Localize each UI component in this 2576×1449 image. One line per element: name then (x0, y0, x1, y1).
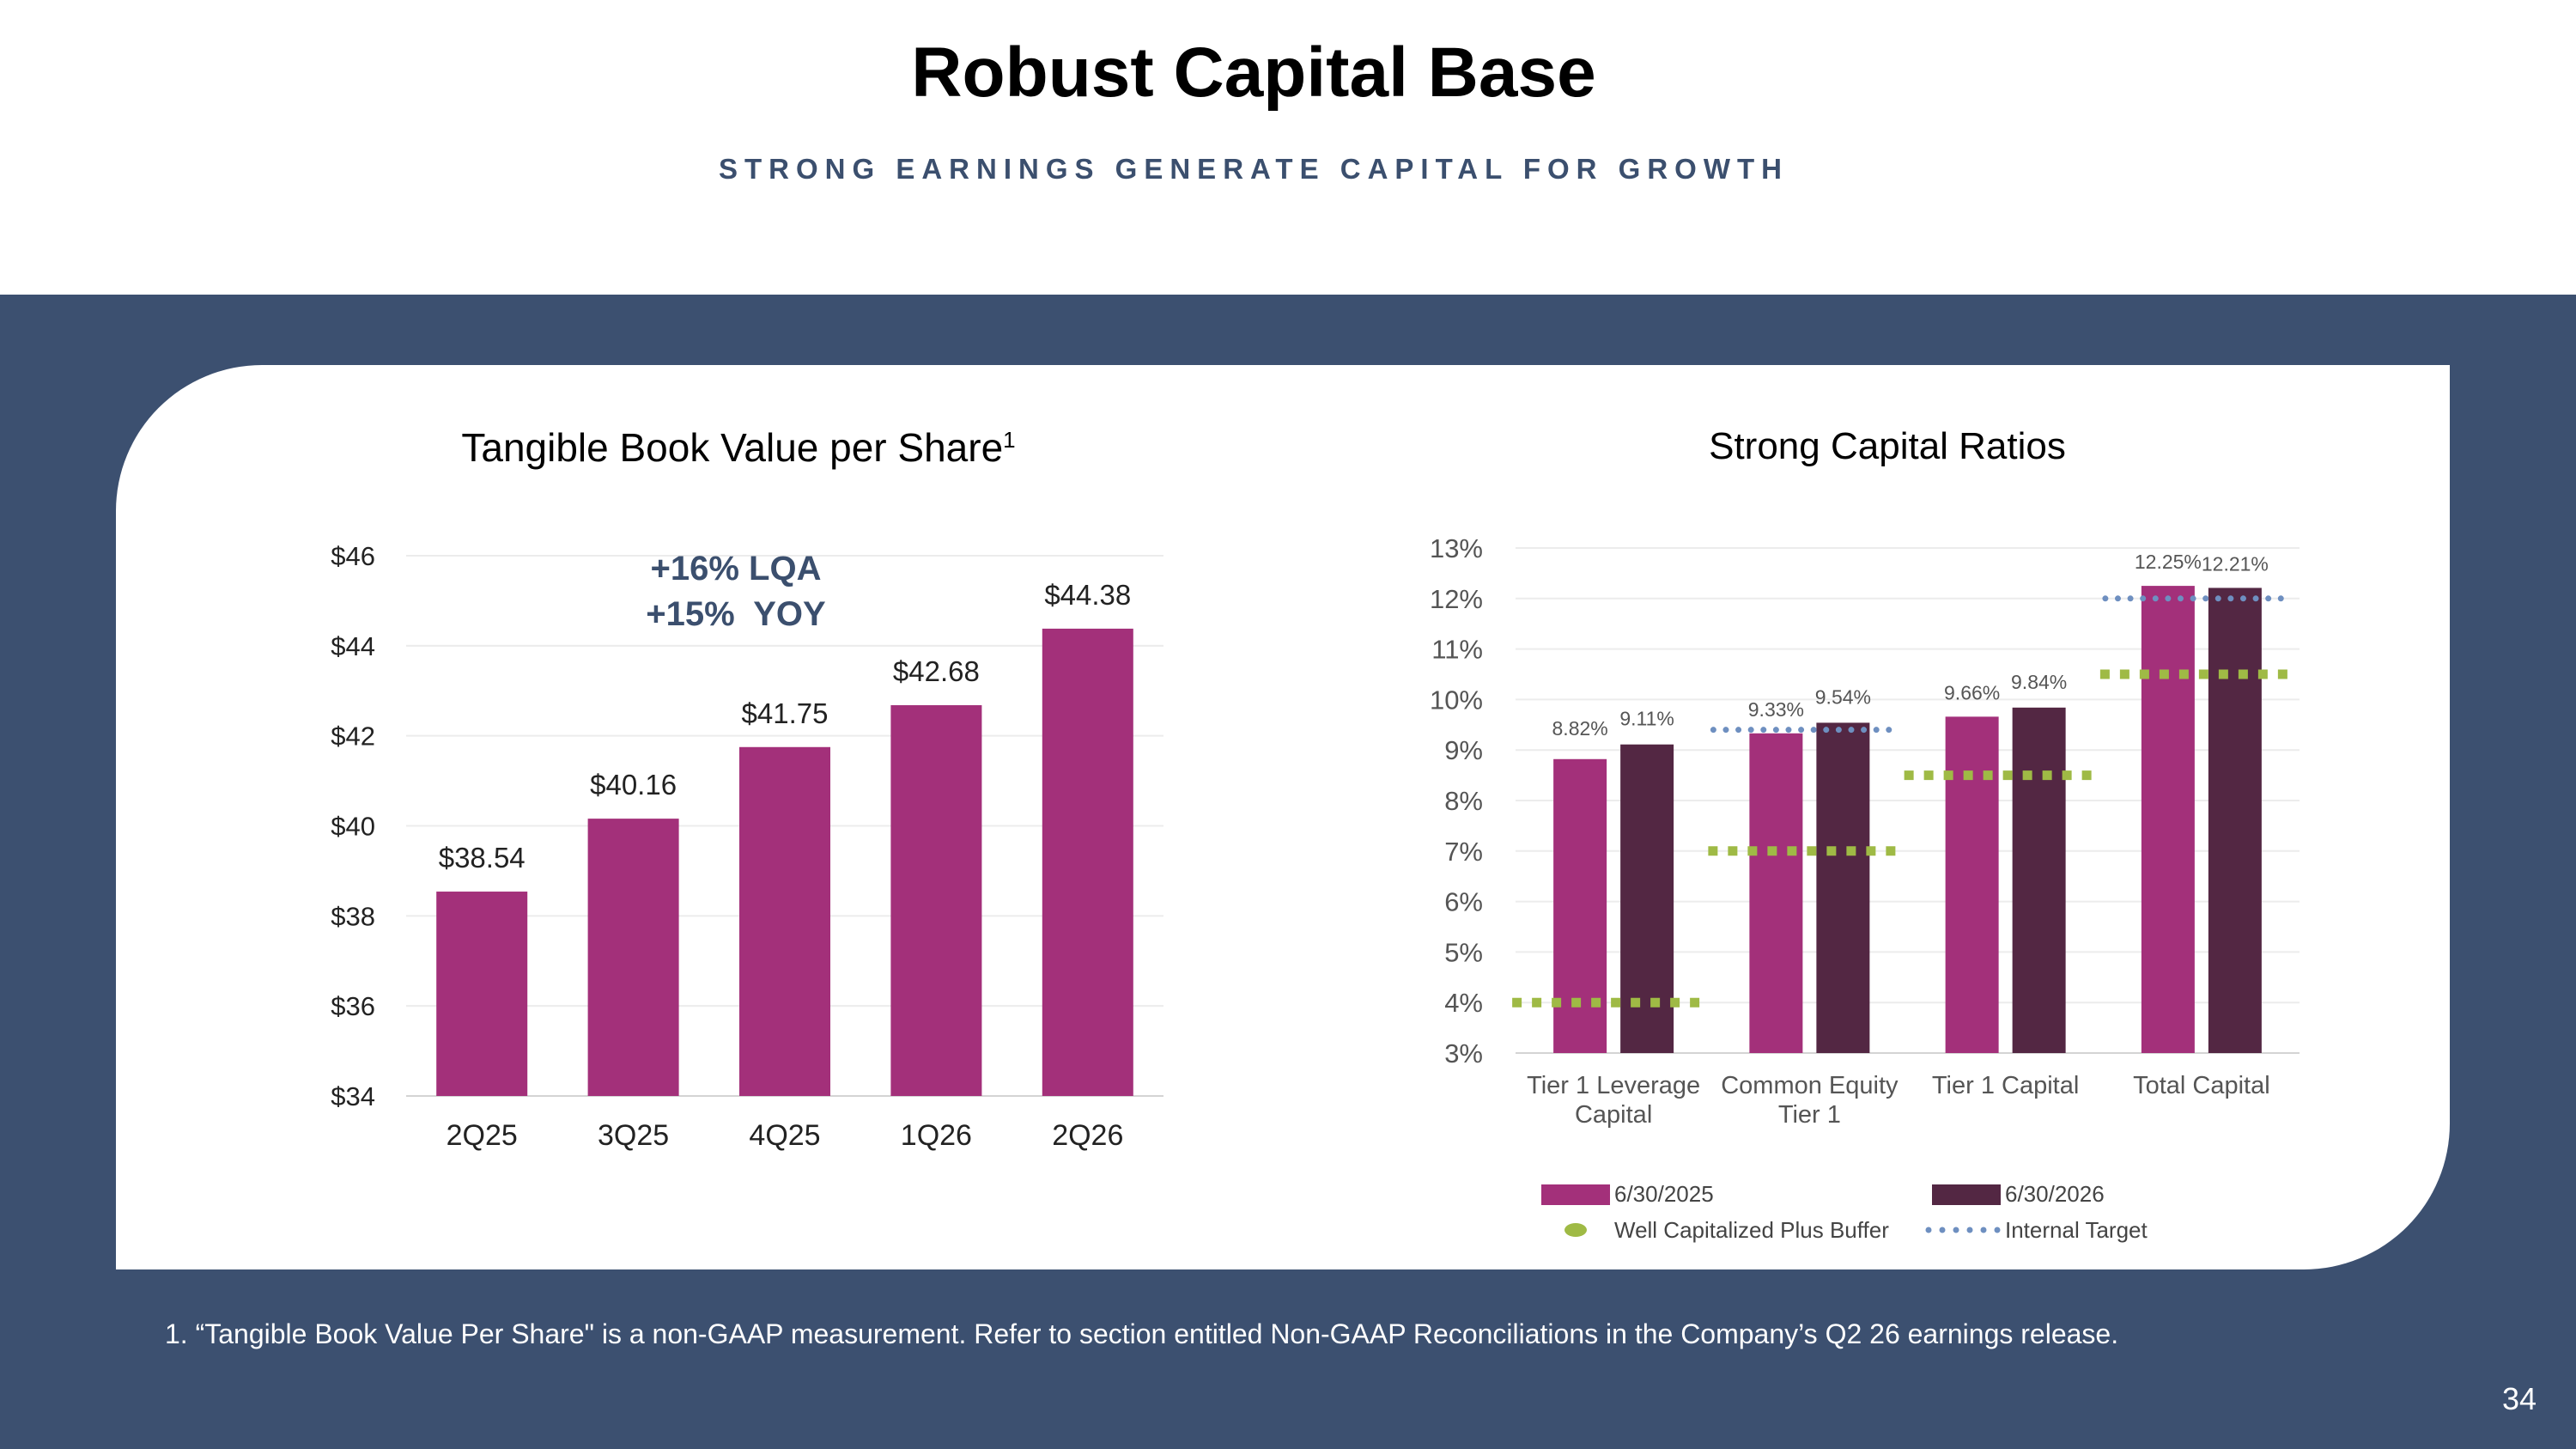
legend-swatch-2025 (1541, 1184, 1610, 1205)
tbv-ytick-label: $34 (331, 1081, 375, 1111)
tbv-value-label: $41.75 (742, 697, 829, 729)
tbv-category-label: 2Q26 (1052, 1119, 1123, 1152)
ratio-ytick-label: 13% (1430, 533, 1483, 563)
ratio-ytick-label: 3% (1444, 1038, 1483, 1068)
tbv-bar (587, 819, 679, 1096)
tbv-value-label: $42.68 (893, 655, 980, 687)
ratio-ytick-label: 11% (1431, 635, 1483, 665)
ratio-value-label: 9.84% (2011, 671, 2067, 693)
ratio-value-label: 9.66% (1944, 681, 2000, 703)
ratio-bar (2141, 586, 2195, 1053)
footnote: 1. “Tangible Book Value Per Share" is a … (165, 1318, 2119, 1349)
tbv-category-label: 1Q26 (901, 1119, 972, 1152)
ratio-ytick-label: 10% (1430, 685, 1483, 715)
tbv-chart: Tangible Book Value per Share1 $34 $36 $38… (331, 425, 1163, 1152)
tbv-value-label: $38.54 (439, 842, 526, 874)
page-number: 34 (2501, 1381, 2537, 1416)
tbv-ytick-label: $46 (331, 541, 375, 571)
ratio-bar (2012, 707, 2066, 1053)
legend-swatch-2026 (1932, 1184, 2001, 1205)
ratio-ytick-label: 6% (1444, 887, 1483, 917)
ratio-ytick-label: 5% (1444, 937, 1483, 967)
ratio-value-label: 9.33% (1748, 698, 1804, 721)
ratio-bar (1749, 733, 1803, 1053)
tbv-bar (890, 705, 982, 1096)
ratio-ytick-label: 12% (1430, 584, 1483, 614)
legend-swatch-well-capitalized (1564, 1223, 1587, 1237)
tbv-bar (739, 746, 830, 1096)
tbv-title-superscript: 1 (1003, 427, 1015, 453)
ratio-ytick-label: 4% (1444, 988, 1483, 1018)
capital-ratios-chart: Strong Capital Ratios 3% 4% 5% 6% 7% 8% 9% 10% 1… (1430, 425, 2300, 1243)
ratio-category-label: Total Capital (2133, 1072, 2270, 1099)
tbv-value-label: $44.38 (1044, 579, 1131, 611)
ratio-value-label: 12.25% (2135, 551, 2202, 573)
ratio-value-label: 9.11% (1619, 708, 1674, 730)
tbv-ytick-label: $40 (331, 812, 375, 842)
ratio-category-label: Tier 1 Leverage (1527, 1072, 1700, 1099)
legend-label-internal-target: Internal Target (2005, 1217, 2148, 1243)
ratio-ytick-label: 7% (1444, 837, 1483, 867)
tbv-ytick-label: $36 (331, 991, 375, 1021)
ratio-category-label: Capital (1575, 1101, 1652, 1129)
tbv-callout-lqa: +16% LQA (651, 550, 822, 588)
legend-label-2026: 6/30/2026 (2005, 1181, 2105, 1207)
ratio-value-label: 8.82% (1552, 717, 1608, 740)
ratio-bar (2208, 588, 2262, 1053)
tbv-category-label: 3Q25 (598, 1119, 669, 1152)
ratio-value-label: 9.54% (1815, 685, 1871, 708)
ratio-category-label: Common Equity (1721, 1072, 1899, 1099)
legend-label-well-capitalized: Well Capitalized Plus Buffer (1614, 1217, 1889, 1243)
ratio-chart-title: Strong Capital Ratios (1709, 425, 2066, 467)
tbv-category-label: 2Q25 (447, 1119, 518, 1152)
tbv-bar (436, 892, 528, 1096)
ratio-bar (1816, 722, 1870, 1053)
page-title: Robust Capital Base (911, 33, 1596, 112)
ratio-bar (1620, 744, 1674, 1053)
tbv-callout-yoy: +15% YOY (646, 595, 826, 633)
ratio-bar (1553, 758, 1607, 1053)
tbv-chart-title: Tangible Book Value per Share1 (461, 425, 1015, 470)
tbv-ytick-label: $42 (331, 721, 375, 752)
tbv-bar (1042, 628, 1133, 1096)
tbv-ytick-label: $38 (331, 901, 375, 931)
tbv-category-label: 4Q25 (749, 1119, 820, 1152)
ratio-ytick-label: 9% (1444, 735, 1483, 765)
tbv-ytick-label: $44 (331, 631, 375, 661)
page-subtitle: STRONG EARNINGS GENERATE CAPITAL FOR GRO… (718, 153, 1789, 185)
ratio-ytick-label: 8% (1444, 786, 1483, 816)
ratio-value-label: 12.21% (2202, 552, 2269, 575)
legend-label-2025: 6/30/2025 (1614, 1181, 1714, 1207)
tbv-value-label: $40.16 (590, 769, 677, 801)
ratio-category-label: Tier 1 (1778, 1101, 1841, 1129)
ratio-bar (1945, 716, 1999, 1053)
ratio-category-label: Tier 1 Capital (1932, 1072, 2079, 1099)
